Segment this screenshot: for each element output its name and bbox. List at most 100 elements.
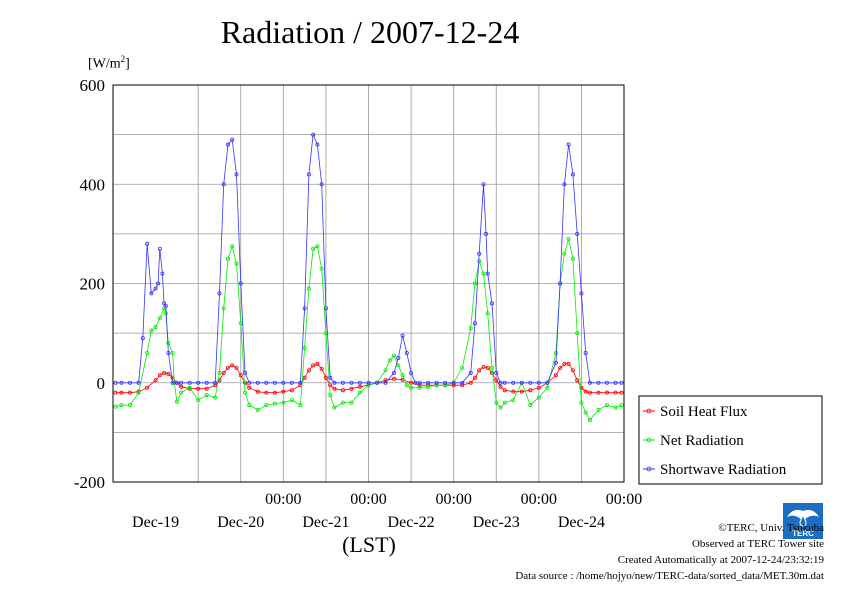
data-point-shortwave-radiation xyxy=(404,350,409,355)
data-point-soil-heat-flux xyxy=(498,384,503,389)
data-point-net-radiation xyxy=(553,350,558,355)
data-point-net-radiation xyxy=(179,390,184,395)
data-point-shortwave-radiation xyxy=(375,380,380,385)
data-point-soil-heat-flux xyxy=(485,365,490,370)
x-tick-date-label: Dec-23 xyxy=(473,514,520,531)
data-point-net-radiation xyxy=(349,400,354,405)
data-point-soil-heat-flux xyxy=(468,380,473,385)
data-point-net-radiation xyxy=(472,281,477,286)
y-tick-label: 0 xyxy=(97,374,106,393)
data-point-net-radiation xyxy=(264,403,269,408)
data-point-soil-heat-flux xyxy=(119,390,124,395)
svg-text:TERC: TERC xyxy=(792,529,814,538)
data-point-shortwave-radiation xyxy=(217,291,222,296)
data-point-soil-heat-flux xyxy=(234,365,239,370)
credits-block: ©TERC, Univ. Tsukuba Observed at TERC To… xyxy=(515,520,824,584)
data-point-net-radiation xyxy=(311,246,316,251)
x-tick-date-label: Dec-19 xyxy=(132,514,179,531)
data-point-soil-heat-flux xyxy=(570,368,575,373)
data-point-soil-heat-flux xyxy=(196,386,201,391)
data-point-net-radiation xyxy=(145,350,150,355)
data-point-shortwave-radiation xyxy=(396,355,401,360)
data-point-net-radiation xyxy=(213,395,218,400)
data-point-shortwave-radiation xyxy=(604,380,609,385)
data-point-shortwave-radiation xyxy=(511,380,516,385)
data-point-soil-heat-flux xyxy=(481,364,486,369)
legend-swatch-marker xyxy=(646,408,652,414)
copyright-text: ©TERC, Univ. Tsukuba xyxy=(718,522,824,534)
legend-swatch-marker xyxy=(646,437,652,443)
data-point-shortwave-radiation xyxy=(502,380,507,385)
data-point-net-radiation xyxy=(332,405,337,410)
data-point-shortwave-radiation xyxy=(230,137,235,142)
data-point-shortwave-radiation xyxy=(264,380,269,385)
data-point-soil-heat-flux xyxy=(247,385,252,390)
data-point-net-radiation xyxy=(562,251,567,256)
data-point-soil-heat-flux xyxy=(332,386,337,391)
data-point-net-radiation xyxy=(489,365,494,370)
data-point-shortwave-radiation xyxy=(575,231,580,236)
data-point-net-radiation xyxy=(221,306,226,311)
data-point-shortwave-radiation xyxy=(481,182,486,187)
x-axis-label: (LST) xyxy=(342,532,396,557)
data-point-shortwave-radiation xyxy=(619,380,624,385)
data-point-shortwave-radiation xyxy=(579,291,584,296)
data-point-soil-heat-flux xyxy=(451,383,456,388)
data-point-net-radiation xyxy=(481,271,486,276)
data-point-shortwave-radiation xyxy=(306,172,311,177)
data-point-net-radiation xyxy=(187,385,192,390)
data-point-net-radiation xyxy=(136,390,141,395)
data-point-net-radiation xyxy=(315,244,320,249)
terc-logo: TERC xyxy=(783,503,823,539)
data-point-shortwave-radiation xyxy=(323,306,328,311)
chart-title: Radiation / 2007-12-24 xyxy=(220,14,520,50)
data-point-shortwave-radiation xyxy=(485,271,490,276)
data-point-shortwave-radiation xyxy=(243,370,248,375)
source-text: Data source : /home/hojyo/new/TERC-data/… xyxy=(515,570,824,582)
data-point-shortwave-radiation xyxy=(566,142,571,147)
data-point-soil-heat-flux xyxy=(583,389,588,394)
data-point-soil-heat-flux xyxy=(306,368,311,373)
data-point-shortwave-radiation xyxy=(498,380,503,385)
data-point-soil-heat-flux xyxy=(302,375,307,380)
data-point-soil-heat-flux xyxy=(349,386,354,391)
data-point-shortwave-radiation xyxy=(562,182,567,187)
data-point-soil-heat-flux xyxy=(243,380,248,385)
data-point-soil-heat-flux xyxy=(477,368,482,373)
data-point-soil-heat-flux xyxy=(238,373,243,378)
data-point-soil-heat-flux xyxy=(494,378,499,383)
data-point-soil-heat-flux xyxy=(272,390,277,395)
data-point-soil-heat-flux xyxy=(502,388,507,393)
data-point-net-radiation xyxy=(196,398,201,403)
data-point-soil-heat-flux xyxy=(553,373,558,378)
data-point-shortwave-radiation xyxy=(281,380,286,385)
data-point-shortwave-radiation xyxy=(468,370,473,375)
data-point-net-radiation xyxy=(579,400,584,405)
data-point-net-radiation xyxy=(128,403,133,408)
data-point-net-radiation xyxy=(502,400,507,405)
legend-box xyxy=(638,395,823,485)
data-point-shortwave-radiation xyxy=(128,380,133,385)
series-shortwave-radiation xyxy=(113,132,624,385)
data-point-net-radiation xyxy=(281,400,286,405)
data-point-net-radiation xyxy=(417,385,422,390)
x-tick-date-label: Dec-22 xyxy=(388,514,435,531)
data-point-net-radiation xyxy=(230,244,235,249)
data-point-soil-heat-flux xyxy=(204,386,209,391)
data-point-soil-heat-flux xyxy=(340,388,345,393)
data-point-net-radiation xyxy=(604,403,609,408)
data-point-shortwave-radiation xyxy=(472,321,477,326)
data-point-net-radiation xyxy=(153,325,158,330)
data-point-shortwave-radiation xyxy=(613,380,618,385)
data-point-net-radiation xyxy=(366,383,371,388)
data-point-soil-heat-flux xyxy=(213,383,218,388)
data-point-soil-heat-flux xyxy=(619,390,624,395)
legend-label: Soil Heat Flux xyxy=(660,404,748,420)
x-tick-time-label: 00:00 xyxy=(521,491,557,508)
y-axis-unit: [W/m2] xyxy=(88,54,130,72)
data-point-net-radiation xyxy=(289,398,294,403)
data-point-net-radiation xyxy=(392,353,397,358)
y-tick-label: -200 xyxy=(74,473,105,492)
data-point-shortwave-radiation xyxy=(519,380,524,385)
data-point-net-radiation xyxy=(396,363,401,368)
